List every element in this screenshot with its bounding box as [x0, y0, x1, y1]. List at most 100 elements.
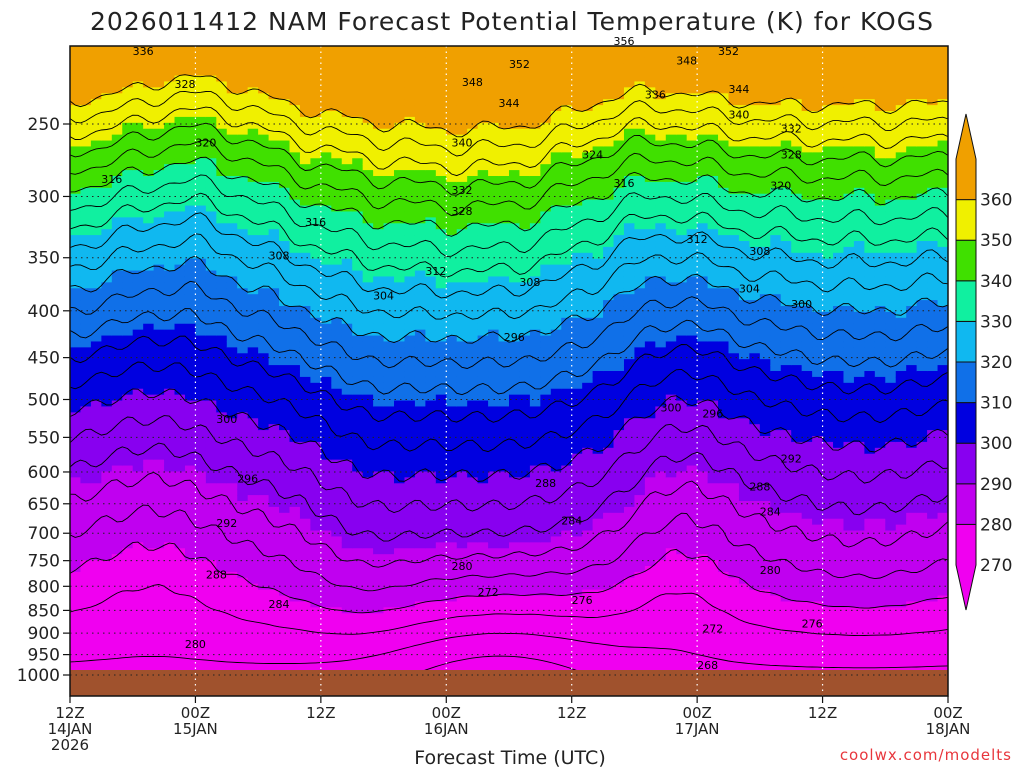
band-cell: [279, 554, 291, 561]
band-cell: [268, 75, 280, 83]
band-cell: [529, 122, 541, 130]
band-cell: [70, 418, 82, 425]
band-cell: [299, 406, 311, 413]
band-cell: [362, 589, 374, 597]
band-cell: [90, 252, 102, 260]
band-cell: [394, 666, 406, 673]
band-cell: [70, 181, 82, 189]
band-cell: [226, 560, 238, 567]
band-cell: [394, 554, 406, 561]
band-cell: [299, 134, 311, 142]
band-cell: [425, 382, 437, 390]
band-cell: [394, 69, 406, 77]
band-cell: [216, 93, 228, 100]
band-cell: [331, 223, 343, 230]
band-cell: [310, 99, 322, 106]
band-cell: [205, 548, 217, 555]
band-cell: [216, 81, 228, 88]
band-cell: [331, 146, 343, 153]
band-cell: [80, 554, 92, 561]
band-cell: [435, 317, 447, 325]
band-cell: [404, 81, 416, 88]
band-cell: [111, 418, 123, 425]
band-cell: [435, 69, 447, 77]
band-cell: [394, 347, 406, 354]
band-cell: [184, 294, 197, 301]
band-cell: [394, 211, 406, 218]
band-cell: [425, 571, 437, 579]
band-cell: [446, 441, 458, 449]
band-cell: [70, 436, 82, 443]
band-cell: [404, 270, 416, 278]
band-cell: [122, 199, 134, 207]
band-cell: [101, 388, 113, 396]
band-cell: [153, 495, 165, 502]
band-cell: [519, 258, 531, 266]
band-cell: [122, 625, 134, 632]
band-cell: [488, 81, 500, 88]
band-cell: [435, 589, 447, 597]
band-cell: [383, 412, 395, 419]
band-cell: [477, 335, 489, 343]
band-cell: [132, 477, 144, 484]
band-cell: [310, 46, 322, 53]
band-cell: [341, 122, 353, 130]
band-cell: [153, 371, 165, 378]
band-cell: [90, 388, 102, 396]
band-cell: [216, 217, 228, 224]
band-cell: [394, 394, 406, 402]
band-cell: [247, 181, 259, 189]
band-cell: [111, 311, 123, 319]
band-cell: [289, 258, 301, 266]
band-cell: [132, 465, 144, 473]
band-cell: [540, 235, 552, 242]
band-cell: [70, 359, 82, 366]
band-cell: [143, 365, 155, 372]
band-cell: [279, 241, 291, 248]
band-cell: [184, 418, 197, 425]
band-cell: [153, 341, 165, 348]
band-cell: [122, 223, 134, 230]
band-cell: [226, 329, 238, 337]
band-cell: [143, 116, 155, 124]
band-cell: [174, 300, 186, 307]
band-cell: [80, 453, 92, 461]
band-cell: [446, 613, 458, 620]
band-cell: [289, 205, 301, 213]
band-cell: [205, 81, 217, 88]
band-cell: [70, 394, 82, 402]
band-cell: [258, 619, 270, 626]
band-cell: [529, 654, 541, 662]
band-cell: [383, 164, 395, 171]
band-cell: [373, 477, 385, 484]
band-cell: [435, 158, 447, 165]
band-cell: [331, 501, 343, 508]
band-cell: [446, 654, 458, 662]
band-cell: [237, 595, 249, 603]
band-cell: [174, 111, 186, 118]
band-cell: [195, 181, 207, 189]
band-cell: [383, 235, 395, 242]
band-cell: [446, 577, 458, 585]
band-cell: [331, 589, 343, 597]
band-cell: [90, 577, 102, 585]
band-cell: [195, 613, 207, 620]
band-cell: [425, 223, 437, 230]
band-cell: [394, 57, 406, 65]
band-cell: [143, 235, 155, 242]
band-cell: [320, 436, 332, 443]
band-cell: [425, 524, 437, 532]
band-cell: [383, 152, 395, 159]
band-cell: [279, 477, 291, 484]
band-cell: [352, 128, 364, 136]
band-cell: [153, 436, 165, 443]
band-cell: [519, 607, 531, 614]
band-cell: [268, 176, 280, 183]
band-cell: [205, 288, 217, 295]
band-cell: [299, 258, 311, 266]
band-cell: [90, 181, 102, 189]
band-cell: [143, 105, 155, 112]
band-cell: [268, 477, 280, 484]
band-cell: [122, 258, 134, 266]
